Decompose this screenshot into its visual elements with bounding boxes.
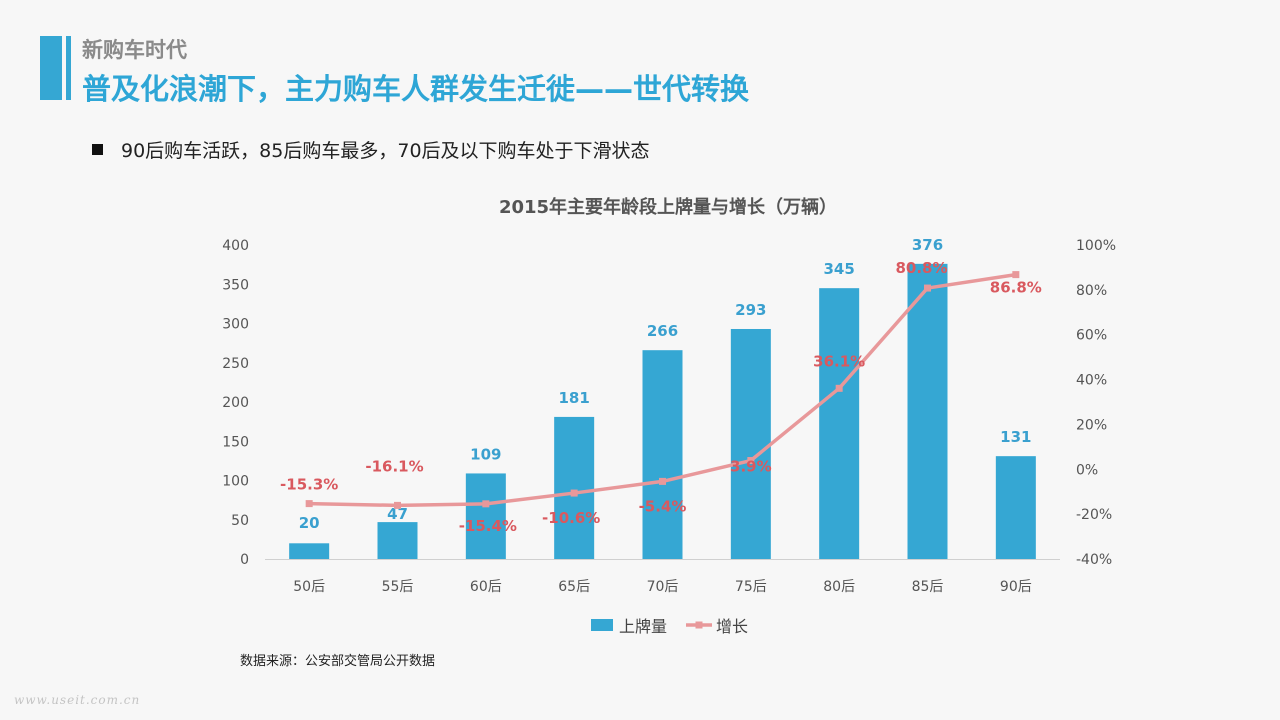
line-data-label: 86.8%: [990, 279, 1042, 297]
y-right-tick-label: 100%: [1076, 238, 1116, 254]
legend-line-label: 增长: [716, 617, 748, 636]
growth-marker-90后: [1012, 271, 1020, 279]
y-right-tick-label: 60%: [1076, 328, 1107, 344]
y-left-tick-label: 400: [222, 238, 249, 254]
y-left-tick-label: 200: [222, 395, 249, 411]
bar-60后: [465, 473, 506, 559]
growth-marker-65后: [570, 489, 578, 497]
x-tick-label: 60后: [470, 579, 502, 595]
bullet-point: 90后购车活跃，85后购车最多，70后及以下购车处于下滑状态: [92, 136, 650, 163]
y-left-tick-label: 0: [240, 552, 249, 568]
accent-bar-thin: [66, 36, 71, 100]
bar-data-label: 131: [1000, 428, 1031, 446]
y-left-tick-label: 250: [222, 356, 249, 372]
line-data-label: 36.1%: [813, 352, 865, 370]
bullet-text: 90后购车活跃，85后购车最多，70后及以下购车处于下滑状态: [121, 140, 650, 162]
legend-bar-swatch: [591, 619, 613, 631]
bar-50后: [289, 543, 330, 559]
accent-bar: [40, 36, 62, 100]
bar-data-label: 376: [912, 236, 943, 254]
y-left-tick-label: 300: [222, 317, 249, 333]
growth-marker-80后: [835, 384, 843, 392]
y-left-tick-label: 100: [222, 474, 249, 490]
line-data-label: 3.9%: [730, 458, 772, 476]
growth-marker-50后: [305, 500, 313, 508]
bar-data-label: 345: [824, 260, 855, 278]
bar-90后: [995, 456, 1036, 559]
x-tick-label: 75后: [735, 579, 767, 595]
y-left-tick-label: 350: [222, 277, 249, 293]
chart-title: 2015年主要年龄段上牌量与增长（万辆）: [499, 196, 837, 218]
y-right-tick-label: 0%: [1076, 462, 1098, 478]
x-tick-label: 55后: [382, 579, 414, 595]
y-right-tick-label: -40%: [1076, 552, 1112, 568]
page-title: 普及化浪潮下，主力购车人群发生迁徙——世代转换: [82, 72, 750, 106]
y-right-tick-label: 20%: [1076, 417, 1107, 433]
x-tick-label: 80后: [823, 579, 855, 595]
bar-80后: [819, 288, 860, 559]
y-right-tick-label: 40%: [1076, 373, 1107, 389]
bar-data-label: 181: [559, 389, 590, 407]
legend-bar-label: 上牌量: [619, 617, 667, 636]
section-label: 新购车时代: [82, 38, 187, 62]
line-data-label: -15.4%: [459, 517, 517, 535]
x-tick-label: 50后: [293, 579, 325, 595]
x-tick-label: 70后: [647, 579, 679, 595]
bar-data-label: 20: [299, 514, 320, 532]
bar-data-label: 47: [387, 505, 408, 523]
legend-line-marker: [695, 621, 703, 629]
watermark: www.useit.com.cn: [14, 693, 141, 707]
x-tick-label: 90后: [1000, 579, 1032, 595]
growth-marker-85后: [924, 284, 931, 292]
bar-data-label: 293: [735, 301, 766, 319]
line-data-label: -16.1%: [365, 457, 423, 475]
line-data-label: -10.6%: [542, 509, 600, 527]
bar-data-label: 266: [647, 322, 678, 340]
growth-marker-75后: [747, 457, 755, 465]
growth-marker-60后: [482, 500, 490, 508]
bar-75后: [730, 328, 771, 559]
y-right-tick-label: 80%: [1076, 283, 1107, 299]
y-right-tick-label: -20%: [1076, 507, 1112, 523]
line-data-label: -5.4%: [639, 497, 687, 515]
source-note: 数据来源：公安部交管局公开数据: [240, 654, 436, 669]
x-tick-label: 65后: [558, 579, 590, 595]
bar-85后: [907, 263, 948, 559]
bullet-square-icon: [92, 144, 103, 155]
line-data-label: 80.8%: [895, 259, 947, 277]
y-left-tick-label: 150: [222, 434, 249, 450]
growth-marker-55后: [394, 501, 401, 509]
growth-marker-70后: [659, 477, 666, 485]
x-tick-label: 85后: [912, 579, 944, 595]
line-data-label: -15.3%: [280, 476, 338, 494]
bar-65后: [554, 416, 595, 559]
y-left-tick-label: 50: [231, 513, 249, 529]
bar-55后: [377, 522, 418, 559]
bar-70后: [642, 350, 683, 559]
bar-data-label: 109: [470, 445, 501, 463]
